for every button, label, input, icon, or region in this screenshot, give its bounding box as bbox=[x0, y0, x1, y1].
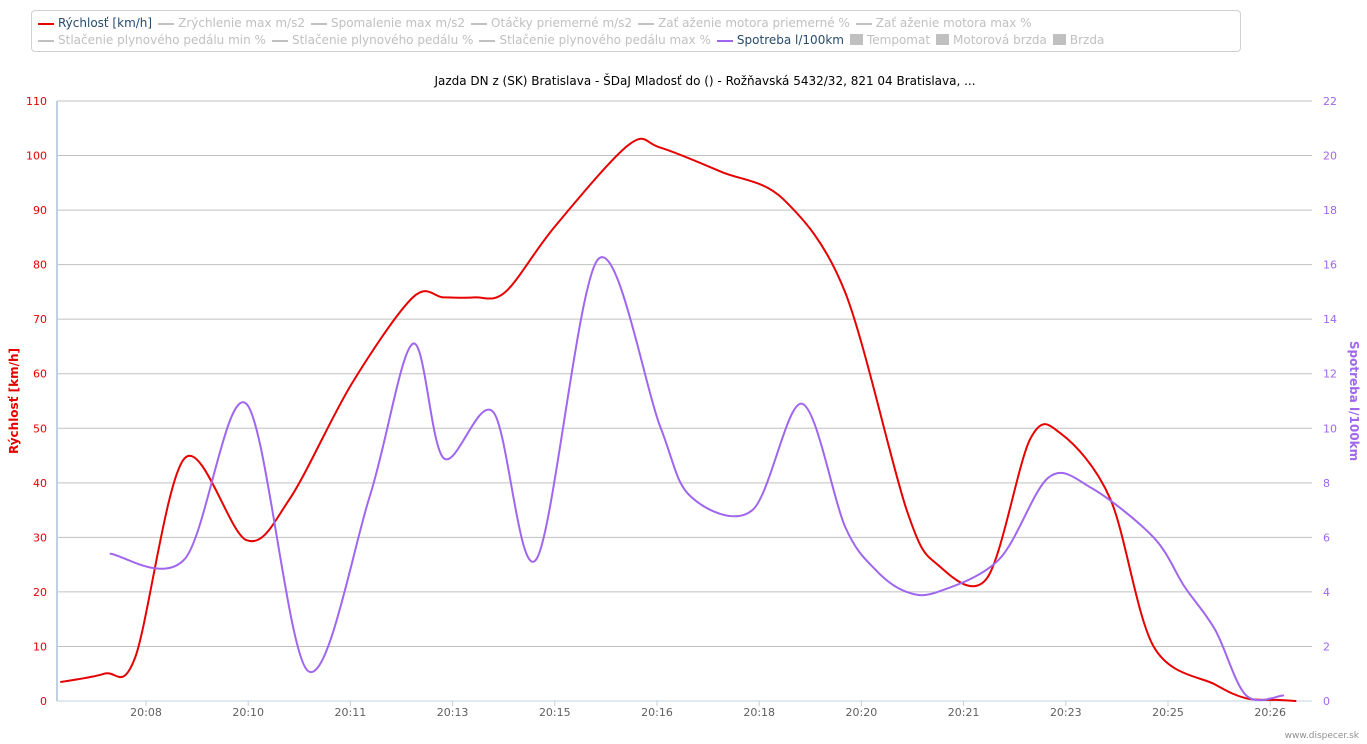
chart-legend: Rýchlosť [km/h] Zrýchlenie max m/s2 Spomal… bbox=[31, 10, 1241, 52]
x-tick-label: 20:08 bbox=[130, 706, 162, 719]
x-tick-label: 20:23 bbox=[1050, 706, 1082, 719]
x-tick-label: 20:10 bbox=[232, 706, 264, 719]
legend-label: Stlačenie plynového pedálu % bbox=[291, 33, 474, 47]
y-left-axis-title: Rýchlosť [km/h] bbox=[7, 348, 21, 454]
x-tick-label: 20:11 bbox=[335, 706, 367, 719]
x-tick-label: 20:18 bbox=[743, 706, 775, 719]
x-tick-label: 20:20 bbox=[846, 706, 878, 719]
x-tick-label: 20:16 bbox=[641, 706, 673, 719]
legend-item-1[interactable]: Zrýchlenie max m/s2 bbox=[158, 15, 305, 32]
legend-item-7[interactable]: Stlačenie plynového pedálu % bbox=[271, 32, 474, 49]
y-right-tick-label: 0 bbox=[1323, 695, 1330, 708]
y-right-tick-label: 10 bbox=[1323, 422, 1337, 435]
legend-label: Rýchlosť [km/h] bbox=[58, 16, 153, 30]
legend-label: Stlačenie plynového pedálu max % bbox=[499, 33, 711, 47]
legend-swatch bbox=[1052, 34, 1066, 45]
chart-title: Jazda DN z (SK) Bratislava - ŠDaJ Mlados… bbox=[434, 74, 976, 88]
legend-item-6[interactable]: Stlačenie plynového pedálu min % bbox=[38, 32, 266, 49]
y-left-tick-label: 0 bbox=[40, 695, 47, 708]
legend-item-3[interactable]: Otáčky priemerné m/s2 bbox=[471, 15, 632, 32]
legend-swatch bbox=[855, 22, 872, 25]
legend-label: Spotreba l/100km bbox=[736, 33, 844, 47]
legend-item-8[interactable]: Stlačenie plynového pedálu max % bbox=[479, 32, 711, 49]
legend-label: Motorová brzda bbox=[953, 33, 1047, 47]
legend-label: Tempomat bbox=[866, 33, 931, 47]
legend-swatch bbox=[849, 34, 863, 45]
y-left-tick-label: 30 bbox=[33, 531, 47, 544]
x-tick-label: 20:25 bbox=[1152, 706, 1184, 719]
x-tick-label: 20:26 bbox=[1254, 706, 1286, 719]
legend-item-0[interactable]: Rýchlosť [km/h] bbox=[38, 15, 152, 32]
y-left-tick-label: 20 bbox=[33, 586, 47, 599]
y-right-tick-label: 20 bbox=[1323, 150, 1337, 163]
y-left-tick-label: 110 bbox=[26, 95, 47, 108]
y-right-tick-label: 6 bbox=[1323, 531, 1330, 544]
y-right-tick-label: 16 bbox=[1323, 259, 1337, 272]
legend-swatch bbox=[38, 39, 54, 42]
y-left-tick-label: 40 bbox=[33, 477, 47, 490]
legend-label: Brzda bbox=[1069, 33, 1105, 47]
legend-label: Otáčky priemerné m/s2 bbox=[491, 16, 633, 30]
y-left-tick-label: 100 bbox=[26, 150, 47, 163]
legend-swatch bbox=[471, 22, 488, 25]
legend-label: Zrýchlenie max m/s2 bbox=[178, 16, 305, 30]
legend-swatch bbox=[716, 39, 733, 42]
legend-label: Zať aženie motora priemerné % bbox=[658, 16, 850, 30]
y-right-tick-label: 14 bbox=[1323, 313, 1337, 326]
legend-item-4[interactable]: Zať aženie motora priemerné % bbox=[638, 15, 850, 32]
legend-item-2[interactable]: Spomalenie max m/s2 bbox=[310, 15, 466, 32]
y-right-tick-label: 12 bbox=[1323, 368, 1337, 381]
legend-item-5[interactable]: Zať aženie motora max % bbox=[855, 15, 1032, 32]
y-right-axis-title: Spotreba l/100km bbox=[1347, 341, 1361, 461]
y-left-tick-label: 50 bbox=[33, 422, 47, 435]
legend-label: Spomalenie max m/s2 bbox=[330, 16, 466, 30]
y-left-tick-label: 70 bbox=[33, 313, 47, 326]
legend-label: Zať aženie motora max % bbox=[875, 16, 1032, 30]
legend-swatch bbox=[638, 22, 655, 25]
y-right-tick-label: 2 bbox=[1323, 640, 1330, 653]
legend-swatch bbox=[310, 22, 327, 25]
y-right-tick-label: 8 bbox=[1323, 477, 1330, 490]
y-right-tick-label: 22 bbox=[1323, 95, 1337, 108]
series-line-0 bbox=[60, 137, 1297, 702]
legend-item-9[interactable]: Spotreba l/100km bbox=[716, 32, 844, 49]
legend-item-10[interactable]: Tempomat bbox=[849, 32, 931, 49]
legend-swatch bbox=[158, 22, 175, 25]
x-tick-label: 20:13 bbox=[437, 706, 469, 719]
y-left-tick-label: 80 bbox=[33, 259, 47, 272]
y-right-tick-label: 4 bbox=[1323, 586, 1330, 599]
legend-label: Stlačenie plynového pedálu min % bbox=[58, 33, 266, 47]
x-tick-label: 20:21 bbox=[948, 706, 980, 719]
y-left-tick-label: 60 bbox=[33, 368, 47, 381]
footer-credit: www.dispecer.sk bbox=[1284, 731, 1359, 741]
y-left-tick-label: 10 bbox=[33, 640, 47, 653]
x-tick-label: 20:15 bbox=[539, 706, 571, 719]
y-right-tick-label: 18 bbox=[1323, 204, 1337, 217]
legend-swatch bbox=[38, 22, 54, 25]
legend-swatch bbox=[936, 34, 950, 45]
series-line-1 bbox=[109, 256, 1285, 702]
legend-item-12[interactable]: Brzda bbox=[1052, 32, 1105, 49]
legend-swatch bbox=[479, 39, 496, 42]
legend-swatch bbox=[271, 39, 288, 42]
legend-item-11[interactable]: Motorová brzda bbox=[936, 32, 1047, 49]
y-left-tick-label: 90 bbox=[33, 204, 47, 217]
